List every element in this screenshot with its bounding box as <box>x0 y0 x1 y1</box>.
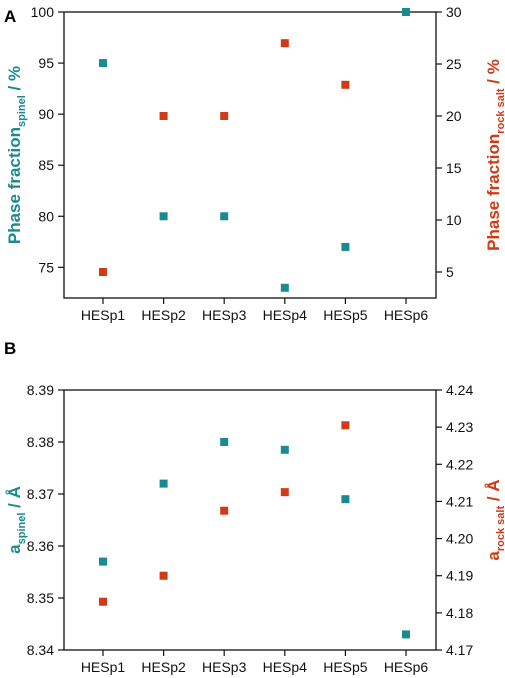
panel-B: B 8.34 8.35 8.36 8.37 8.38 8.39 4.17 4.18 4.19 4.2… <box>4 339 505 675</box>
data-point-right <box>99 597 107 606</box>
left-tick-label: 75 <box>38 259 54 275</box>
data-point-left <box>280 445 289 454</box>
left-tick-label: 8.39 <box>27 382 54 398</box>
axis-label-main: Phase fraction <box>5 127 24 244</box>
data-point-left <box>220 212 229 221</box>
left-tick-label: 8.35 <box>27 590 54 606</box>
data-point-right <box>220 506 229 515</box>
axis-label-main: a <box>5 544 24 554</box>
axis-label-unit: / Å <box>5 486 24 512</box>
axis-label-main: Phase fraction <box>484 134 503 251</box>
left-tick-label: 8.34 <box>27 642 54 658</box>
data-point-right <box>341 421 350 430</box>
data-point-left <box>99 59 107 68</box>
x-tick-label: HESp1 <box>81 307 126 323</box>
data-point-left <box>99 557 107 566</box>
left-tick-label: 8.36 <box>27 538 54 554</box>
axis-label-subscript: rock salt <box>495 88 505 134</box>
right-tick-label: 4.20 <box>446 531 473 547</box>
data-point-left <box>341 495 350 504</box>
data-point-left <box>159 212 168 221</box>
panel-A: A 75 80 85 90 95 100 5 10 15 20 25 30 HESp1 HESp2 HESp3… <box>4 4 505 323</box>
left-tick-label: 95 <box>38 55 54 71</box>
x-tick-label: HESp2 <box>141 307 186 323</box>
left-tick-label: 80 <box>38 208 54 224</box>
axis-label-subscript: spinel <box>16 95 28 127</box>
right-tick-label: 4.21 <box>446 493 473 509</box>
right-tick-label: 4.18 <box>446 605 473 621</box>
axis-label-unit: / Å <box>484 479 503 505</box>
right-tick-label: 15 <box>446 160 462 176</box>
x-tick-label: HESp5 <box>323 307 368 323</box>
plot-frame <box>63 389 437 651</box>
data-point-left <box>220 438 229 446</box>
x-tick-label: HESp2 <box>141 659 186 675</box>
x-tick-label: HESp4 <box>263 307 308 323</box>
left-tick-label: 8.38 <box>27 434 54 450</box>
axis-label-unit: / % <box>5 66 24 95</box>
left-tick-label: 85 <box>38 157 54 173</box>
left-tick-label: 90 <box>38 106 54 122</box>
data-point-left <box>402 630 410 639</box>
data-point-left <box>402 8 410 16</box>
x-tick-label: HESp3 <box>202 307 247 323</box>
panel-label: B <box>4 339 16 358</box>
right-tick-label: 4.23 <box>446 419 473 435</box>
data-point-right <box>220 112 229 120</box>
x-tick-label: HESp5 <box>323 659 368 675</box>
left-axis-label: Phase fractionspinel / % <box>5 66 28 244</box>
data-point-right <box>280 39 289 48</box>
data-point-right <box>159 571 168 580</box>
x-tick-label: HESp6 <box>384 307 429 323</box>
data-point-right <box>99 268 107 276</box>
axis-label-main: a <box>484 551 503 561</box>
x-tick-label: HESp3 <box>202 659 247 675</box>
right-tick-label: 4.22 <box>446 456 473 472</box>
right-axis-label: Phase fractionrock salt / % <box>484 59 505 251</box>
plot-frame <box>63 11 437 299</box>
x-tick-label: HESp4 <box>263 659 308 675</box>
data-point-left <box>341 242 350 251</box>
right-tick-label: 5 <box>446 264 454 280</box>
axis-label-subscript: rock salt <box>495 506 505 552</box>
data-point-right <box>159 112 168 120</box>
x-tick-label: HESp6 <box>384 659 429 675</box>
right-tick-label: 4.19 <box>446 568 473 584</box>
left-axis-label: aspinel / Å <box>5 486 28 554</box>
right-tick-label: 30 <box>446 4 462 20</box>
data-point-right <box>341 80 350 89</box>
right-tick-label: 10 <box>446 212 462 228</box>
left-tick-label: 8.37 <box>27 486 54 502</box>
right-tick-label: 4.17 <box>446 642 473 658</box>
data-point-left <box>159 479 168 488</box>
x-tick-label: HESp1 <box>81 659 126 675</box>
panel-label: A <box>4 7 16 26</box>
axis-label-subscript: spinel <box>16 513 28 545</box>
axis-label-unit: / % <box>484 59 503 88</box>
data-point-left <box>280 283 289 292</box>
right-tick-label: 20 <box>446 108 462 124</box>
right-tick-label: 4.24 <box>446 382 473 398</box>
data-point-right <box>280 488 289 497</box>
left-tick-label: 100 <box>31 4 55 20</box>
right-axis-label: arock salt / Å <box>484 479 505 560</box>
right-tick-label: 25 <box>446 56 462 72</box>
